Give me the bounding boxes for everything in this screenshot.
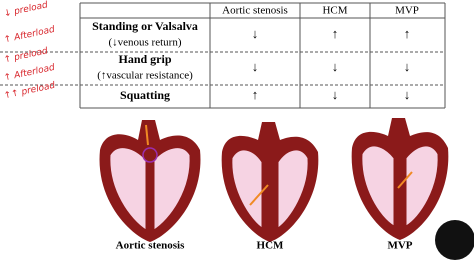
table-grid [0, 2, 446, 109]
cell-arrow: ↓ [404, 87, 411, 102]
cell-arrow: ↓ [332, 59, 339, 74]
figure-caption: MVP [387, 240, 412, 252]
maneuver-detail: (↑vascular resistance) [97, 70, 193, 82]
cell-arrow: ↑ [332, 26, 339, 41]
cell-arrow: ↑ [252, 87, 259, 102]
maneuver: Standing or Valsalva [92, 19, 198, 33]
maneuver-detail: (↓venous return) [108, 37, 181, 49]
cell-arrow: ↓ [332, 87, 339, 102]
column-header: Aortic stenosis [222, 5, 288, 17]
cell-arrow: ↓ [252, 59, 259, 74]
cell-arrow: ↓ [252, 26, 259, 41]
figure-caption: HCM [257, 240, 285, 252]
maneuver: Squatting [120, 88, 170, 102]
column-header: MVP [395, 5, 419, 17]
hearts [99, 118, 474, 260]
maneuver: Hand grip [118, 52, 171, 66]
figure-caption: Aortic stenosis [116, 240, 185, 252]
logo [435, 220, 474, 260]
cell-arrow: ↓ [404, 59, 411, 74]
column-header: HCM [322, 5, 347, 17]
cell-arrow: ↑ [404, 26, 411, 41]
